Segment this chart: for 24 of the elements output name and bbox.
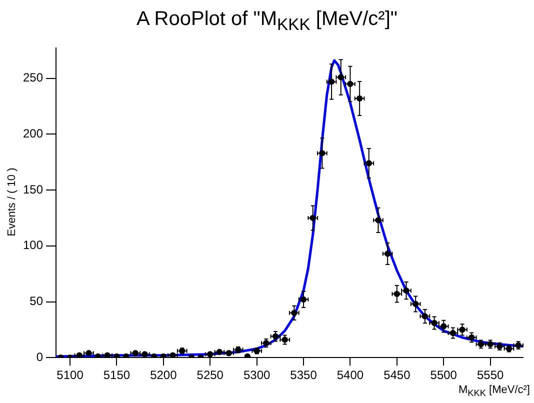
x-tick-label: 5350 (290, 368, 318, 382)
point (244, 353, 251, 358)
point (94, 353, 102, 358)
x-axis-title: M$_{KKK}$ [MeV/c²] (458, 384, 530, 398)
x-tick-label: 5300 (243, 368, 270, 382)
y-tick-label: 50 (30, 294, 44, 308)
x-tick-label: 5250 (196, 368, 224, 382)
point (122, 353, 130, 358)
x-tick-label: 5450 (384, 368, 411, 382)
x-tick-label: 5100 (56, 368, 84, 382)
y-tick-label: 150 (22, 182, 44, 196)
x-tick-label: 5500 (430, 368, 458, 382)
point (150, 353, 158, 358)
x-tick-label: 5200 (150, 368, 178, 382)
chart-title: A RooPlot of "M$_{KKK}$ [MeV/c²]" (136, 8, 398, 35)
x-tick-label: 5150 (103, 368, 130, 382)
y-tick-label: 100 (22, 238, 44, 252)
y-tick-label: 200 (22, 126, 44, 141)
y-axis-title: Events / ( 10 ) (6, 168, 18, 236)
y-tick-label: 0 (36, 350, 44, 364)
point (160, 353, 167, 358)
x-tick-label: 5550 (476, 368, 504, 382)
x-tick-label: 5400 (336, 368, 364, 382)
y-tick-label: 250 (22, 70, 44, 85)
